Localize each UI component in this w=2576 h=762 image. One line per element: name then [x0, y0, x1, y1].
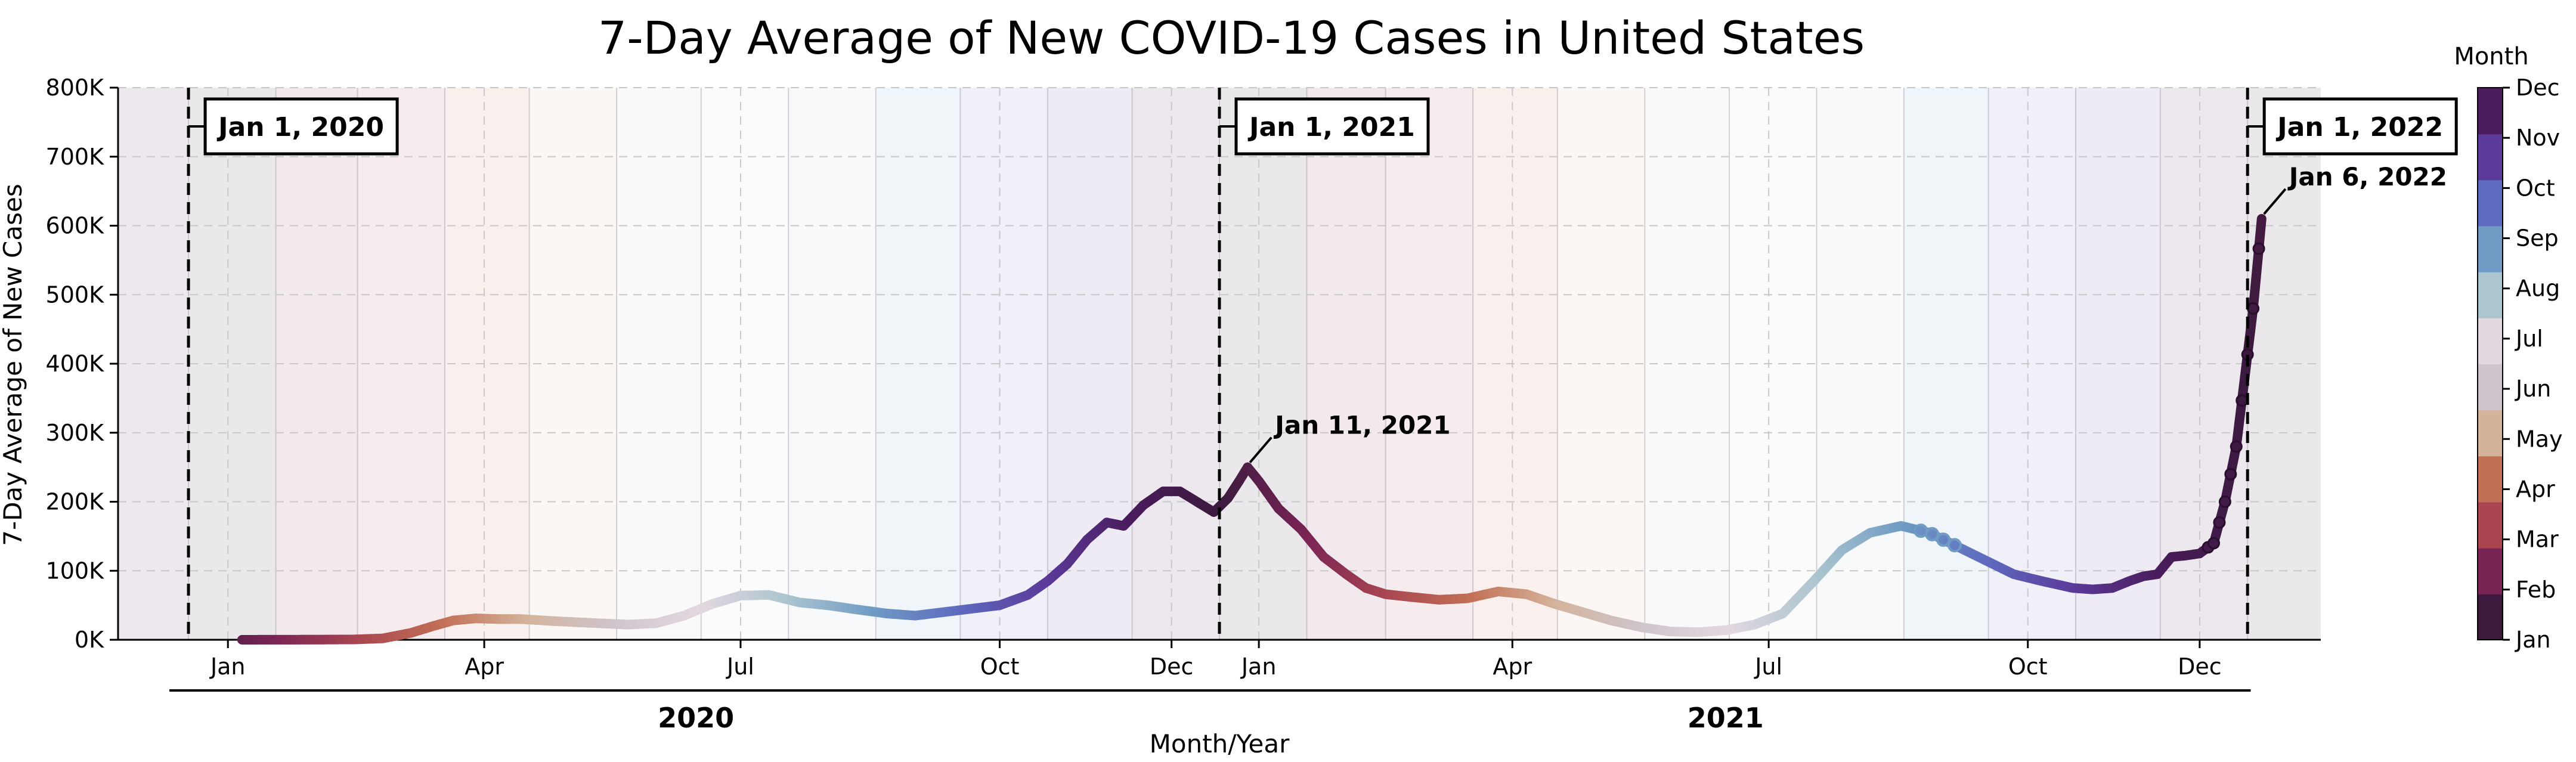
annotation-label: Jan 11, 2021 [1273, 411, 1450, 440]
year-marker-label: Jan 1, 2022 [2275, 112, 2443, 143]
y-tick-label: 600K [46, 213, 105, 239]
colorbar-swatch [2478, 456, 2503, 503]
colorbar-tick-label: Dec [2516, 75, 2560, 101]
year-marker-label: Jan 1, 2020 [216, 112, 384, 143]
month-band [617, 88, 701, 640]
x-tick-label: Oct [2008, 653, 2048, 680]
x-tick-label: Apr [1493, 653, 1532, 680]
y-tick-label: 700K [46, 144, 105, 170]
month-band [1729, 88, 1817, 640]
year-group-label: 2021 [1688, 702, 1764, 734]
x-tick-label: Jul [1754, 653, 1782, 680]
month-band [2076, 88, 2160, 640]
colorbar-swatch [2478, 547, 2503, 594]
colorbar-tick-label: Oct [2516, 175, 2555, 201]
annotation-leader [2263, 188, 2287, 215]
data-point [2224, 467, 2237, 481]
x-axis-layer: Jan Apr Jul Oct Dec Jan Apr Jul Oct Dec 2020 2021 [169, 640, 2251, 734]
data-point [2213, 516, 2226, 529]
colorbar-tick-label: Feb [2516, 577, 2556, 603]
month-band [357, 88, 445, 640]
colorbar-swatch [2478, 317, 2503, 364]
colorbar-swatch [2478, 410, 2503, 457]
y-tick-label: 300K [46, 420, 105, 446]
colorbar-tick-label: May [2516, 426, 2563, 452]
month-band [701, 88, 789, 640]
month-band [1645, 88, 1730, 640]
colorbar-swatch [2478, 271, 2503, 318]
colorbar-tick-label: Jun [2515, 376, 2551, 402]
colorbar-swatch [2478, 134, 2503, 181]
colorbar-frame [2477, 87, 2503, 640]
month-band [1816, 88, 1904, 640]
x-tick-label: Dec [2178, 653, 2222, 680]
month-band [275, 88, 358, 640]
colorbar-swatch [2478, 225, 2503, 272]
y-tick-label: 0K [75, 627, 104, 653]
month-band [1557, 88, 1645, 640]
data-point [1947, 538, 1962, 553]
colorbar-tick-label: Jan [2515, 627, 2551, 653]
month-band [1988, 88, 2076, 640]
colorbar-title: Month [2454, 43, 2528, 70]
y-tick-label: 400K [46, 351, 105, 377]
month-band [529, 88, 617, 640]
data-point [1936, 532, 1951, 547]
chart-title: 7-Day Average of New COVID-19 Cases in U… [598, 11, 1865, 64]
year-marker-box [2262, 97, 2458, 156]
colorbar-swatch [2478, 179, 2503, 227]
y-tick-label: 100K [46, 557, 105, 584]
data-point [1925, 526, 1940, 541]
annotations-layer: Jan 11, 2021 Jan 6, 2022 [1249, 162, 2447, 463]
x-axis-label: Month/Year [1150, 729, 1290, 758]
data-point [2252, 242, 2265, 255]
month-band [1385, 88, 1473, 640]
x-tick-label: Apr [465, 653, 504, 680]
month-band [444, 88, 530, 640]
year-marker-box [1234, 97, 1430, 156]
data-point [2236, 394, 2249, 407]
month-band [1903, 88, 1989, 640]
colorbar-swatch [2478, 364, 2503, 411]
data-point [2247, 302, 2260, 315]
data-point [2218, 495, 2231, 508]
colorbar-tick-label: Mar [2516, 526, 2559, 553]
annotation-leader [1249, 436, 1272, 463]
colorbar-tick-label: Aug [2516, 275, 2560, 302]
month-band [960, 88, 1048, 640]
y-tick-label: 500K [46, 281, 105, 308]
year-marker-label: Jan 1, 2021 [1247, 112, 1415, 143]
year-marker-box [203, 97, 399, 156]
data-point [2207, 537, 2220, 550]
y-tick-label: 800K [46, 75, 105, 101]
y-tick-label: 200K [46, 489, 105, 515]
colorbar-swatch [2478, 88, 2503, 135]
x-tick-label: Oct [980, 653, 1020, 680]
series-layer [237, 213, 2267, 645]
month-band [875, 88, 961, 640]
colorbar-layer: Month Jan Feb Mar Apr May Jun Jul Aug Sep Oct Nov De… [2454, 43, 2562, 653]
month-band [1473, 88, 1558, 640]
y-axis-label: 7-Day Average of New Cases [0, 184, 27, 546]
x-tick-label: Jan [1240, 653, 1277, 680]
x-tick-label: Jan [209, 653, 246, 680]
colorbar-tick-label: Jul [2515, 326, 2543, 352]
data-point [2230, 440, 2243, 453]
year-markers-layer: Jan 1, 2020 Jan 1, 2021 Jan 1, 2022 [187, 88, 2458, 640]
month-band [1132, 88, 1219, 640]
colorbar-tick-label: Sep [2516, 225, 2559, 252]
month-band [1047, 88, 1132, 640]
axes: 0K 100K 200K 300K 400K 500K 600K 700K 800K [46, 75, 2321, 653]
colorbar-tick-label: Nov [2516, 125, 2560, 151]
x-tick-label: Jul [726, 653, 754, 680]
colorbar-swatch [2478, 593, 2503, 640]
x-tick-label: Dec [1150, 653, 1194, 680]
month-band [788, 88, 876, 640]
month-shading-layer [118, 88, 2321, 640]
colorbar-swatch [2478, 501, 2503, 549]
annotation-label: Jan 6, 2022 [2287, 162, 2447, 191]
year-group-label: 2020 [658, 702, 734, 734]
colorbar-tick-label: Apr [2516, 476, 2555, 502]
